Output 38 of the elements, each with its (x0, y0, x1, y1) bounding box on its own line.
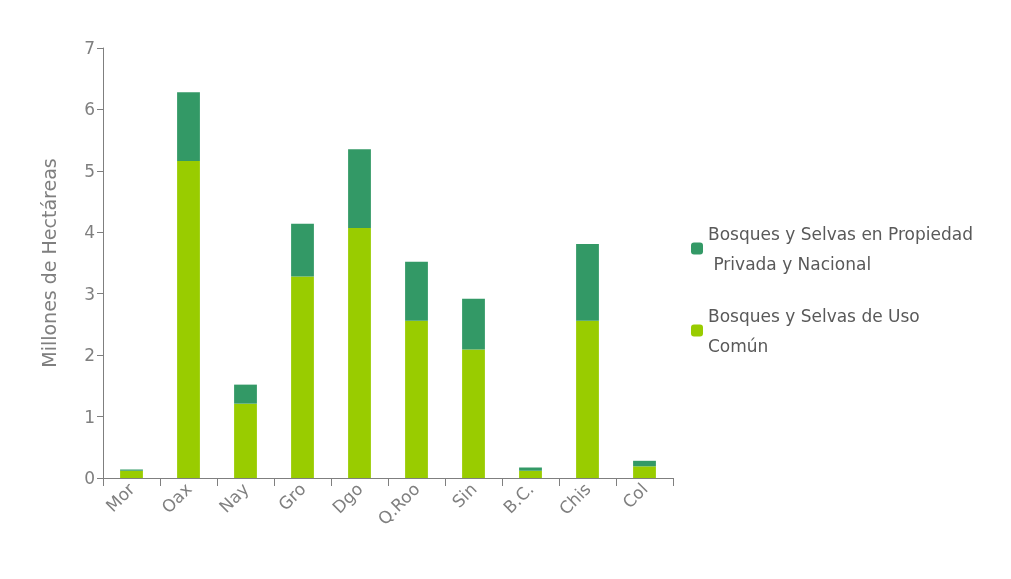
x-tick-label: Oax (157, 478, 196, 517)
x-tick-label: Chis (554, 478, 595, 519)
bar (633, 466, 656, 478)
bar (291, 276, 314, 478)
bar (120, 470, 143, 478)
bar (405, 261, 428, 321)
bar (234, 384, 257, 404)
y-tick-label: 5 (84, 160, 95, 181)
bar (462, 298, 485, 350)
bar (519, 467, 542, 471)
bar (177, 161, 200, 478)
y-tick-label: 2 (84, 345, 95, 366)
bar (576, 243, 599, 321)
y-tick-label: 3 (84, 283, 95, 304)
bar (234, 403, 257, 478)
y-tick-label: 6 (84, 99, 95, 120)
x-tick-label: Col (618, 478, 652, 513)
bar (177, 92, 200, 162)
bar (291, 223, 314, 277)
y-tick-label: 1 (84, 406, 95, 427)
y-tick-label: 0 (84, 468, 95, 488)
y-tick-label: 7 (84, 38, 95, 58)
bar (348, 227, 371, 478)
bar (576, 320, 599, 478)
bar (462, 349, 485, 478)
x-tick-label: Gro (274, 478, 310, 515)
x-tick-label: B.C. (499, 478, 538, 518)
y-tick-label: 4 (84, 222, 95, 243)
legend-label: Bosques y Selvas de Uso Común (708, 305, 926, 356)
legend-label: Bosques y Selvas en Propiedad Privada y Nacional (708, 223, 973, 274)
bar (405, 320, 428, 478)
bar (519, 470, 542, 478)
y-axis-title: Millones de Hectáreas (37, 158, 60, 368)
x-tick-label: Dgo (328, 478, 367, 518)
bar (633, 460, 656, 467)
x-tick-label: Mor (101, 478, 139, 516)
bar (348, 149, 371, 228)
x-tick-label: Sin (447, 478, 481, 512)
